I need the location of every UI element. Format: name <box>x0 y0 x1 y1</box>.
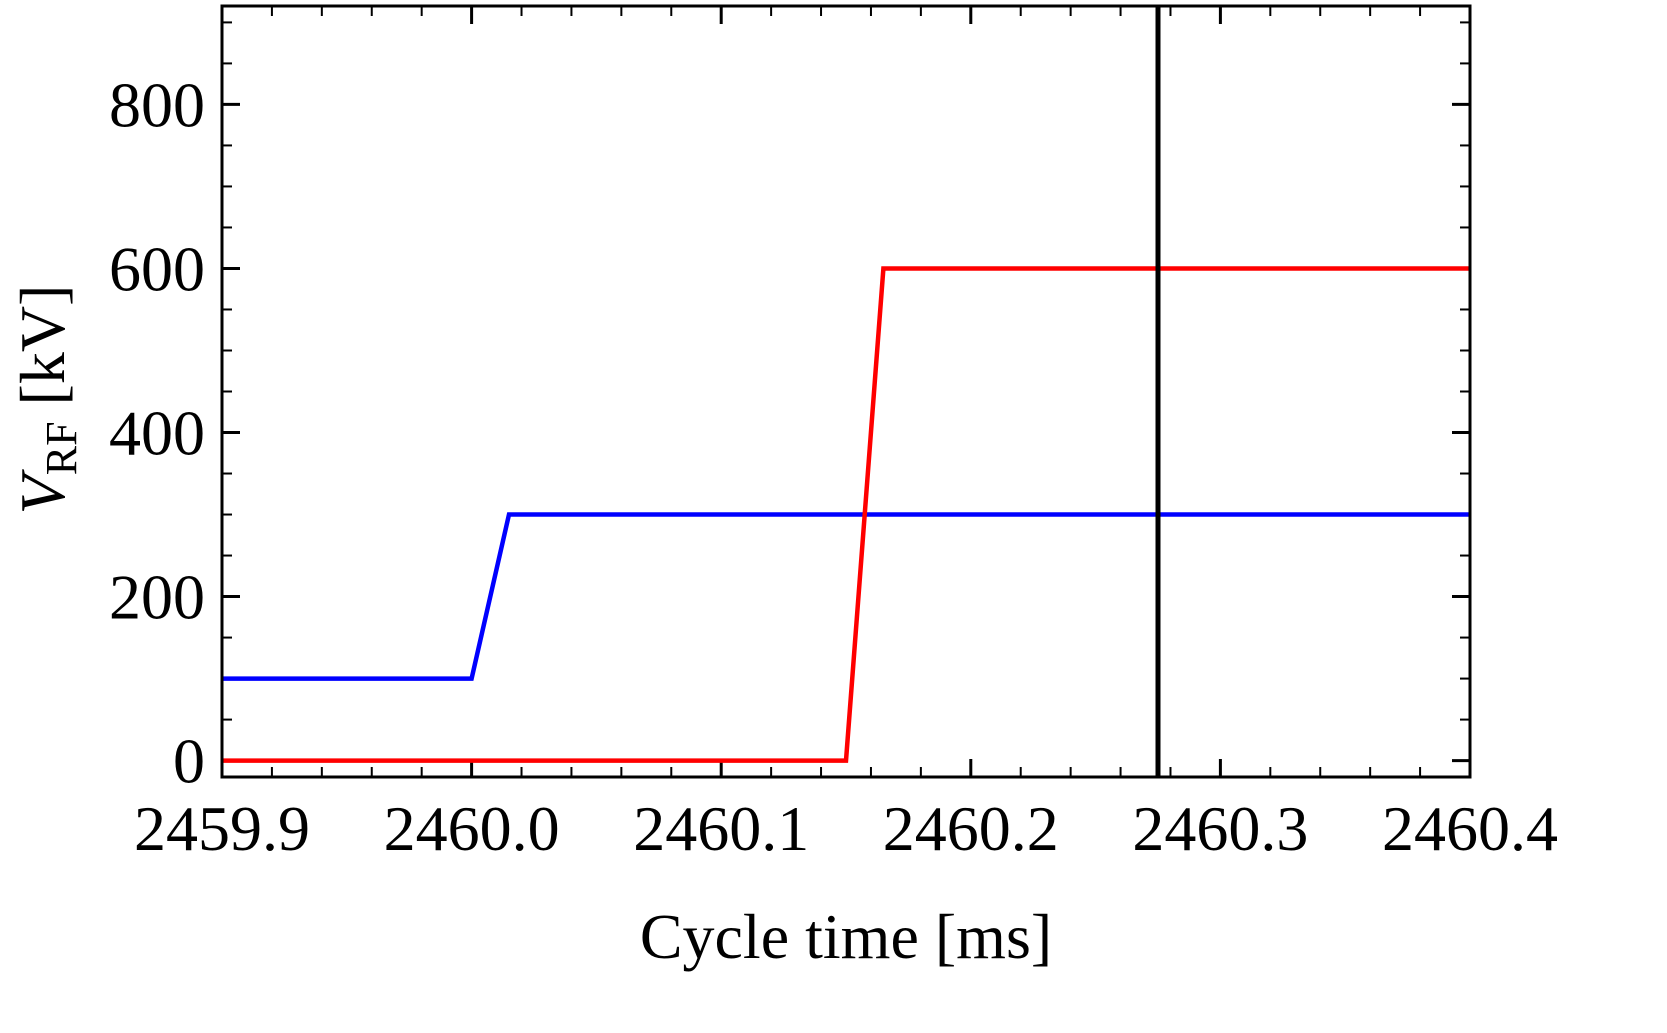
series-layer <box>222 266 1470 763</box>
x-tick-label: 2460.4 <box>1382 793 1558 864</box>
y-tick-label: 800 <box>109 69 205 140</box>
x-tick-label: 2460.3 <box>1132 793 1308 864</box>
x-axis-title: Cycle time [ms] <box>640 901 1052 972</box>
minor-ticks <box>222 6 1470 777</box>
y-tick-label: 0 <box>173 726 205 797</box>
y-tick-label: 600 <box>109 233 205 304</box>
y-axis-unit: [kV] <box>7 285 78 422</box>
y-axis-title: VRF [kV] <box>7 285 86 515</box>
y-tick-label: 400 <box>109 398 205 469</box>
x-tick-label: 2460.2 <box>883 793 1059 864</box>
y-tick-labels: 0 200 400 600 800 <box>109 69 205 796</box>
y-axis-symbol: V <box>7 468 78 514</box>
x-tick-label: 2460.0 <box>384 793 560 864</box>
y-tick-label: 200 <box>109 562 205 633</box>
y-axis-subscript: RF <box>37 421 86 475</box>
series-line-2 <box>222 266 1470 763</box>
plot-frame <box>220 4 1472 779</box>
series-line-1 <box>222 512 1470 681</box>
x-tick-label: 2459.9 <box>134 793 310 864</box>
x-tick-label: 2460.1 <box>633 793 809 864</box>
x-tick-labels: 2459.9 2460.0 2460.1 2460.2 2460.3 2460.4 <box>134 793 1558 864</box>
